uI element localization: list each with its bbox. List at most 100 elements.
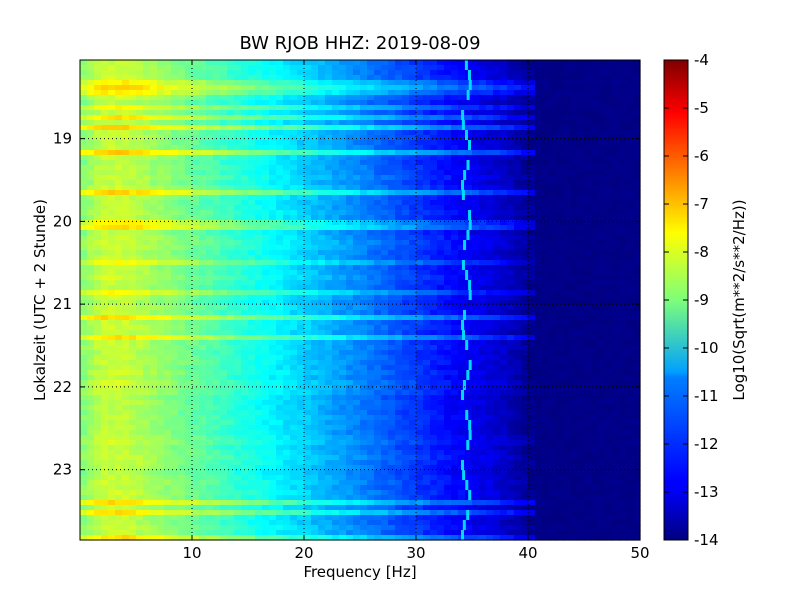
heatmap-cell [451, 185, 459, 191]
heatmap-cell [528, 180, 536, 186]
heatmap-cell [500, 165, 508, 171]
heatmap-cell [87, 255, 95, 261]
heatmap-cell [570, 70, 578, 76]
heatmap-cell [325, 65, 333, 71]
heatmap-cell [206, 105, 214, 111]
heatmap-cell [192, 290, 200, 296]
heatmap-cell [472, 215, 480, 221]
heatmap-cell [220, 295, 228, 301]
heatmap-cell [129, 85, 137, 91]
heatmap-cell [605, 350, 613, 356]
heatmap-cell [374, 325, 382, 331]
heatmap-cell [353, 175, 361, 181]
heatmap-cell [304, 325, 312, 331]
heatmap-cell [136, 105, 144, 111]
heatmap-cell [171, 360, 179, 366]
heatmap-cell [591, 160, 599, 166]
heatmap-cell [556, 250, 564, 256]
heatmap-cell [514, 365, 522, 371]
heatmap-cell [360, 265, 368, 271]
heatmap-cell [192, 165, 200, 171]
heatmap-cell [388, 95, 396, 101]
heatmap-cell [150, 320, 158, 326]
heatmap-cell [591, 350, 599, 356]
heatmap-cell [332, 260, 340, 266]
heatmap-cell [325, 350, 333, 356]
heatmap-cell [332, 230, 340, 236]
heatmap-cell [479, 140, 487, 146]
heatmap-cell [101, 250, 109, 256]
heatmap-cell [276, 340, 284, 346]
heatmap-cell [563, 345, 571, 351]
heatmap-cell [507, 345, 515, 351]
heatmap-cell [430, 290, 438, 296]
heatmap-cell [185, 150, 193, 156]
heatmap-cell [381, 280, 389, 286]
heatmap-cell [598, 100, 606, 106]
heatmap-cell [437, 335, 445, 341]
heatmap-cell [115, 115, 123, 121]
heatmap-cell [339, 235, 347, 241]
heatmap-cell [444, 60, 452, 66]
heatmap-cell [430, 160, 438, 166]
heatmap-cell [577, 230, 585, 236]
heatmap-cell [416, 365, 424, 371]
heatmap-cell [297, 125, 305, 131]
heatmap-cell [353, 110, 361, 116]
heatmap-cell [297, 310, 305, 316]
heatmap-cell [374, 175, 382, 181]
heatmap-cell [626, 285, 634, 291]
heatmap-cell [241, 100, 249, 106]
heatmap-cell [318, 355, 326, 361]
heatmap-cell [367, 135, 375, 141]
heatmap-cell [493, 230, 501, 236]
heatmap-cell [591, 110, 599, 116]
heatmap-cell [108, 160, 116, 166]
heatmap-cell [591, 80, 599, 86]
heatmap-cell [423, 280, 431, 286]
heatmap-cell [80, 355, 88, 361]
heatmap-cell [178, 240, 186, 246]
heatmap-cell [493, 170, 501, 176]
heatmap-cell [150, 120, 158, 126]
heatmap-cell [556, 280, 564, 286]
heatmap-cell [381, 135, 389, 141]
heatmap-cell [80, 350, 88, 356]
heatmap-cell [80, 190, 88, 196]
heatmap-cell [241, 215, 249, 221]
heatmap-cell [556, 360, 564, 366]
heatmap-cell [332, 335, 340, 341]
heatmap-cell [549, 185, 557, 191]
heatmap-cell [479, 180, 487, 186]
heatmap-cell [479, 260, 487, 266]
heatmap-cell [584, 265, 592, 271]
heatmap-cell [262, 80, 270, 86]
heatmap-cell [318, 75, 326, 81]
heatmap-cell [255, 90, 263, 96]
heatmap-cell [206, 200, 214, 206]
heatmap-cell [479, 230, 487, 236]
heatmap-cell [94, 225, 102, 231]
heatmap-cell [577, 110, 585, 116]
heatmap-cell [605, 205, 613, 211]
heatmap-cell [535, 315, 543, 321]
heatmap-cell [542, 330, 550, 336]
heatmap-cell [514, 125, 522, 131]
heatmap-cell [164, 270, 172, 276]
heatmap-cell [360, 130, 368, 136]
heatmap-cell [199, 300, 207, 306]
heatmap-cell [423, 295, 431, 301]
heatmap-cell [416, 210, 424, 216]
heatmap-cell [430, 195, 438, 201]
heatmap-cell [374, 340, 382, 346]
heatmap-cell [360, 315, 368, 321]
heatmap-cell [206, 120, 214, 126]
heatmap-cell [367, 255, 375, 261]
heatmap-cell [612, 240, 620, 246]
heatmap-cell [430, 330, 438, 336]
heatmap-cell [388, 280, 396, 286]
heatmap-cell [584, 250, 592, 256]
heatmap-cell [255, 85, 263, 91]
heatmap-cell [150, 280, 158, 286]
heatmap-cell [234, 60, 242, 66]
